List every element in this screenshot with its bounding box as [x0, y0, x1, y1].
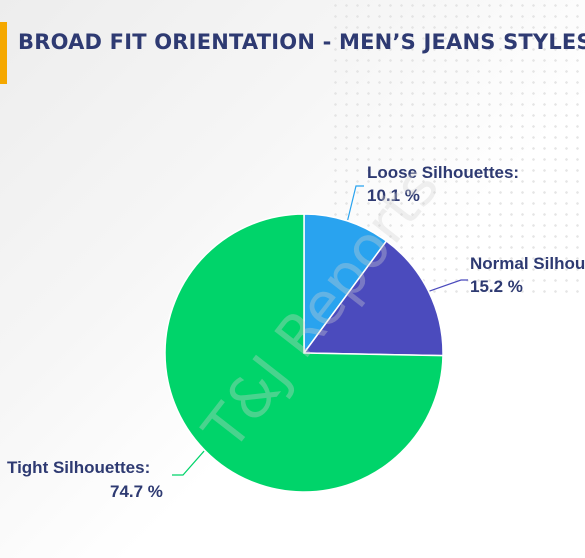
pie-slice-normal-silhouettes: [302, 240, 444, 357]
pie-slice-loose-silhouettes: [303, 213, 388, 356]
label-normal-value: 15.2 %: [470, 277, 523, 296]
label-normal-name: Normal Silhouettes:: [470, 254, 585, 273]
label-tight-value: 74.7 %: [110, 482, 163, 501]
pie-slices: [164, 213, 444, 493]
label-loose-value: 10.1 %: [367, 186, 420, 205]
leader-line-1: [429, 279, 468, 292]
leader-lines: [172, 185, 468, 476]
chart-title: BROAD FIT ORIENTATION - MEN’S JEANS STYL…: [18, 30, 585, 54]
title-accent-bar: [0, 22, 7, 84]
pie-slice-tight-silhouettes: [164, 213, 444, 493]
leader-line-2: [172, 450, 205, 476]
leader-line-0: [347, 185, 364, 221]
label-tight-name: Tight Silhouettes:: [7, 458, 150, 477]
label-loose-name: Loose Silhouettes:: [367, 163, 519, 182]
